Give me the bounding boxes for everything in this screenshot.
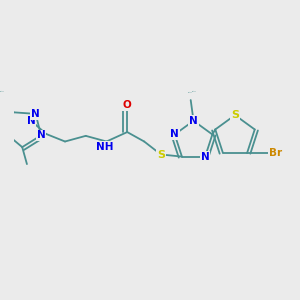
Text: S: S (157, 150, 165, 160)
Text: N: N (37, 130, 45, 140)
Text: N: N (27, 116, 35, 126)
Text: NH: NH (96, 142, 113, 152)
Text: Br: Br (269, 148, 282, 158)
Text: methyl: methyl (188, 92, 193, 93)
Text: methyl: methyl (192, 91, 197, 92)
Text: S: S (231, 110, 239, 120)
Text: O: O (123, 100, 132, 110)
Text: methyl: methyl (0, 90, 5, 92)
Text: N: N (170, 130, 179, 140)
Text: N: N (189, 116, 198, 126)
Text: N: N (201, 152, 209, 162)
Text: N: N (31, 109, 40, 119)
